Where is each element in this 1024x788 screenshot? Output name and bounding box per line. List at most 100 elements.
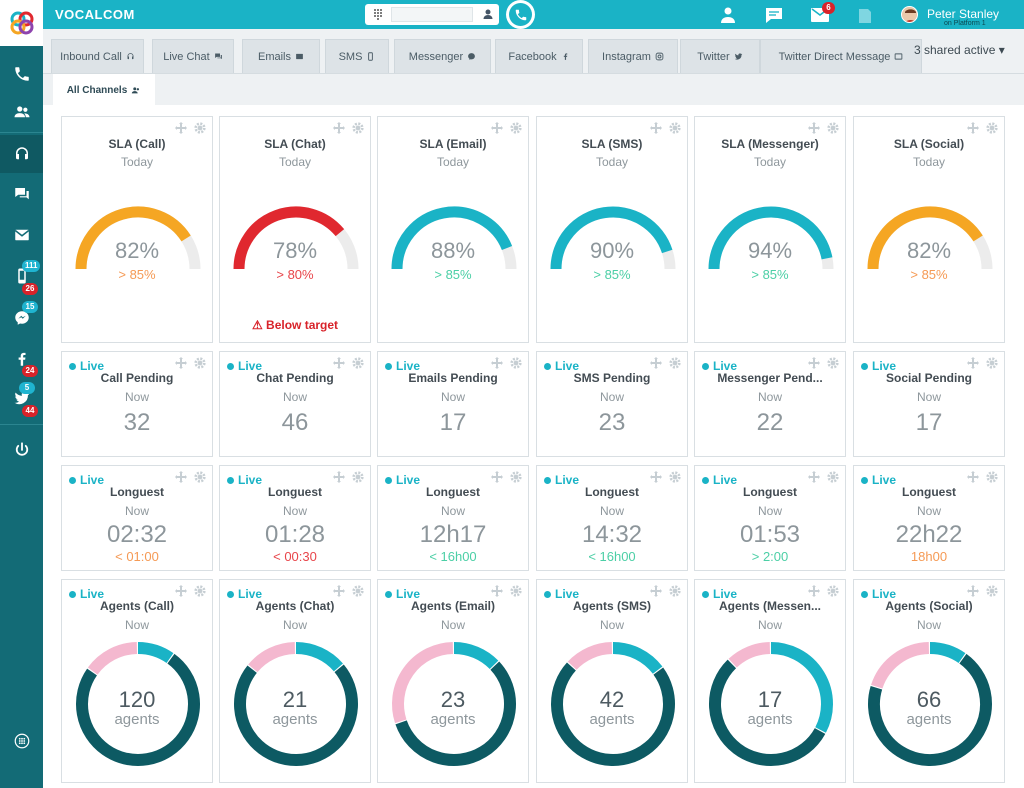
gear-icon[interactable]: [986, 122, 998, 134]
card-subtitle: Now: [440, 390, 465, 404]
user-avatar[interactable]: [901, 6, 918, 23]
move-icon[interactable]: [333, 122, 345, 134]
contact-book-icon[interactable]: [481, 7, 495, 21]
move-icon[interactable]: [967, 471, 979, 483]
tab-live-chat[interactable]: Live Chat: [152, 39, 234, 73]
move-icon[interactable]: [967, 122, 979, 134]
live-label: Live: [396, 587, 421, 601]
move-icon[interactable]: [175, 585, 187, 597]
agents-card: Live Agents (Social) Now 66 agents: [853, 579, 1005, 783]
messages-button[interactable]: [764, 5, 784, 25]
tab-instagram[interactable]: Instagram: [588, 39, 678, 73]
move-icon[interactable]: [333, 357, 345, 369]
gear-icon[interactable]: [827, 471, 839, 483]
card-title: Agents (Chat): [255, 599, 335, 613]
move-icon[interactable]: [333, 471, 345, 483]
card-subtitle: Now: [124, 618, 149, 632]
move-icon[interactable]: [808, 585, 820, 597]
tab-messenger[interactable]: Messenger: [394, 39, 491, 73]
dial-input[interactable]: [391, 7, 473, 22]
move-icon[interactable]: [650, 357, 662, 369]
sidebar-item-twitter[interactable]: [0, 379, 43, 417]
gear-icon[interactable]: [352, 357, 364, 369]
gear-icon[interactable]: [986, 471, 998, 483]
sidebar-item-mobile[interactable]: [0, 257, 43, 295]
gear-icon[interactable]: [986, 357, 998, 369]
user-name[interactable]: Peter Stanley: [927, 7, 1000, 21]
sla-target: > 85%: [910, 267, 948, 282]
gear-icon[interactable]: [510, 585, 522, 597]
move-icon[interactable]: [491, 585, 503, 597]
gear-icon[interactable]: [827, 357, 839, 369]
gear-icon[interactable]: [352, 122, 364, 134]
keypad-icon[interactable]: [371, 7, 385, 21]
card-tools: [175, 585, 206, 597]
card-subtitle: Now: [757, 390, 782, 404]
move-icon[interactable]: [650, 471, 662, 483]
agents-unit: agents: [747, 711, 793, 728]
move-icon[interactable]: [967, 357, 979, 369]
gear-icon[interactable]: [352, 585, 364, 597]
tab-sms[interactable]: SMS: [325, 39, 389, 73]
move-icon[interactable]: [175, 471, 187, 483]
tab-all-channels[interactable]: All Channels: [53, 74, 155, 106]
gear-icon[interactable]: [986, 585, 998, 597]
gear-icon[interactable]: [194, 585, 206, 597]
gear-icon[interactable]: [194, 471, 206, 483]
shared-active-dropdown[interactable]: 3 shared active ▾: [914, 43, 1005, 57]
move-icon[interactable]: [650, 122, 662, 134]
call-button[interactable]: [506, 0, 535, 29]
gear-icon[interactable]: [669, 122, 681, 134]
live-dot: [69, 476, 76, 484]
gear-icon[interactable]: [827, 585, 839, 597]
tab-facebook[interactable]: Facebook: [495, 39, 583, 73]
tab-inbound-call[interactable]: Inbound Call: [51, 39, 144, 73]
move-icon[interactable]: [808, 357, 820, 369]
live-indicator: Live: [861, 473, 896, 487]
sidebar-item-email[interactable]: [0, 216, 43, 254]
sidebar-item-messenger[interactable]: [0, 299, 43, 337]
move-icon[interactable]: [175, 357, 187, 369]
card-tools: [650, 585, 681, 597]
move-icon[interactable]: [967, 585, 979, 597]
move-icon[interactable]: [650, 585, 662, 597]
move-icon[interactable]: [808, 122, 820, 134]
move-icon[interactable]: [175, 122, 187, 134]
gear-icon[interactable]: [194, 122, 206, 134]
tab-label: Twitter Direct Message: [778, 50, 891, 63]
sidebar-item-contacts[interactable]: [0, 93, 43, 131]
card-tools: [650, 122, 681, 134]
move-icon[interactable]: [491, 471, 503, 483]
card-title: SLA (Chat): [264, 137, 326, 151]
shared-active-label: 3 shared active: [914, 43, 996, 57]
move-icon[interactable]: [808, 471, 820, 483]
tab-twitter-dm[interactable]: Twitter Direct Message: [760, 39, 922, 73]
move-icon[interactable]: [491, 357, 503, 369]
gear-icon[interactable]: [510, 122, 522, 134]
move-icon[interactable]: [491, 122, 503, 134]
gear-icon[interactable]: [669, 471, 681, 483]
gear-icon[interactable]: [352, 471, 364, 483]
sidebar-item-phone[interactable]: [0, 55, 43, 93]
live-dot: [544, 476, 551, 484]
tab-twitter[interactable]: Twitter: [680, 39, 760, 73]
sidebar-item-power[interactable]: [0, 431, 43, 469]
gear-icon[interactable]: [827, 122, 839, 134]
move-icon[interactable]: [333, 585, 345, 597]
agent-status-button[interactable]: [718, 5, 738, 25]
sidebar-item-headset[interactable]: [0, 135, 43, 173]
vocalcom-logo[interactable]: [0, 0, 43, 46]
gear-icon[interactable]: [510, 471, 522, 483]
gear-icon[interactable]: [194, 357, 206, 369]
message-icon: [766, 7, 782, 23]
sla-card: SLA (Chat) Today 78% > 80% ⚠ Below target: [219, 116, 371, 343]
sidebar-item-apps[interactable]: [0, 722, 43, 760]
sidebar-item-facebook[interactable]: [0, 340, 43, 378]
longest-target: < 01:00: [115, 549, 159, 564]
gear-icon[interactable]: [510, 357, 522, 369]
tab-emails[interactable]: Emails: [242, 39, 320, 73]
gear-icon[interactable]: [669, 357, 681, 369]
clipboard-button[interactable]: [855, 5, 875, 25]
sidebar-item-chat[interactable]: [0, 175, 43, 213]
gear-icon[interactable]: [669, 585, 681, 597]
